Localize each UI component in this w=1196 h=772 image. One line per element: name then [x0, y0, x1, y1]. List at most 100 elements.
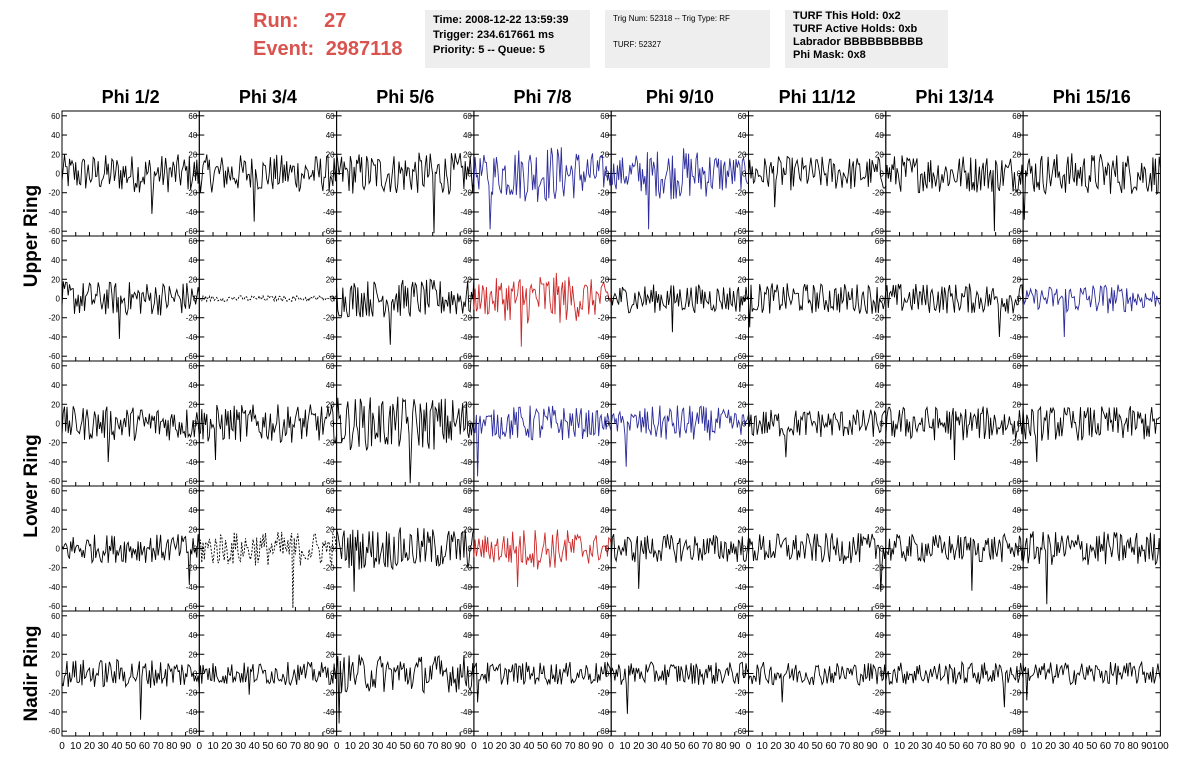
x-tick-label: 90 [317, 741, 329, 752]
y-tick-label: 60 [188, 112, 197, 121]
y-tick-label: 40 [875, 381, 884, 390]
y-tick-label: -60 [48, 727, 60, 736]
y-tick-label: 60 [463, 487, 472, 496]
x-tick-label: 0 [334, 741, 340, 752]
waveform-trace [748, 283, 887, 328]
y-tick-label: 20 [1012, 650, 1021, 659]
y-tick-label: -60 [872, 477, 884, 486]
y-tick-label: 0 [742, 420, 747, 429]
y-tick-label: 0 [56, 420, 61, 429]
y-tick-label: -20 [460, 189, 472, 198]
waveform-trace [336, 152, 475, 234]
y-tick-label: 40 [463, 631, 472, 640]
y-tick-label: 20 [738, 400, 747, 409]
y-tick-label: 20 [1012, 525, 1021, 534]
row-label: Nadir Ring [21, 625, 42, 721]
x-tick-label: 70 [976, 741, 988, 752]
y-tick-label: 60 [188, 487, 197, 496]
y-tick-label: 60 [600, 362, 609, 371]
y-tick-label: 40 [188, 256, 197, 265]
x-tick-label: 30 [98, 741, 110, 752]
y-tick-label: -20 [598, 689, 610, 698]
y-tick-label: 20 [738, 150, 747, 159]
y-tick-label: -60 [1010, 477, 1022, 486]
y-tick-label: 0 [879, 420, 884, 429]
y-tick-label: 20 [1012, 275, 1021, 284]
waveform-trace [885, 660, 1024, 708]
column-label: Phi 3/4 [239, 87, 297, 107]
x-tick-label: 0 [59, 741, 65, 752]
event-value: 2987118 [325, 38, 403, 60]
y-tick-label: -60 [48, 477, 60, 486]
y-tick-label: 40 [463, 131, 472, 140]
y-tick-label: 0 [330, 420, 335, 429]
y-tick-label: 20 [51, 275, 60, 284]
y-tick-label: -60 [1010, 352, 1022, 361]
waveform-trace [610, 148, 749, 230]
panel-frame [198, 610, 338, 737]
x-tick-label: 60 [139, 741, 151, 752]
y-tick-label: -20 [460, 689, 472, 698]
x-tick-label: 0 [746, 741, 752, 752]
y-tick-label: -60 [460, 727, 472, 736]
x-tick-label: 30 [647, 741, 659, 752]
x-tick-label: 60 [825, 741, 837, 752]
y-tick-label: 0 [879, 170, 884, 179]
y-tick-label: 60 [51, 362, 60, 371]
x-tick-label: 90 [592, 741, 604, 752]
y-tick-label: -60 [1010, 602, 1022, 611]
phi-mask-text: Phi Mask: 0x8 [793, 49, 866, 61]
x-tick-label: 90 [867, 741, 879, 752]
y-tick-label: -60 [735, 352, 747, 361]
y-tick-label: -60 [460, 477, 472, 486]
y-tick-label: 20 [326, 525, 335, 534]
y-tick-label: -40 [48, 708, 60, 717]
y-tick-label: 60 [1012, 612, 1021, 621]
waveform-trace [1022, 660, 1161, 701]
column-label: Phi 5/6 [376, 87, 434, 107]
y-tick-label: -20 [872, 189, 884, 198]
y-tick-label: -20 [48, 689, 60, 698]
y-tick-label: -40 [460, 458, 472, 467]
x-tick-label: 80 [715, 741, 727, 752]
y-tick-label: 20 [875, 650, 884, 659]
waveform-trace [473, 529, 612, 588]
panel-frame [336, 485, 475, 612]
y-tick-label: -60 [598, 227, 610, 236]
y-tick-label: 0 [742, 545, 747, 554]
y-tick-label: 0 [330, 295, 335, 304]
y-tick-label: 40 [463, 256, 472, 265]
y-tick-label: 0 [605, 420, 610, 429]
y-tick-label: -60 [48, 352, 60, 361]
x-tick-label: 50 [400, 741, 412, 752]
y-tick-label: 60 [1012, 112, 1021, 121]
waveform-trace [473, 661, 612, 703]
y-tick-label: 20 [188, 650, 197, 659]
waveform-trace [61, 406, 200, 463]
waveform-trace [336, 654, 475, 724]
x-tick-label: 100 [1152, 741, 1169, 752]
y-tick-label: -60 [735, 477, 747, 486]
y-tick-label: -40 [1010, 333, 1022, 342]
y-tick-label: -40 [323, 208, 335, 217]
y-tick-label: 40 [875, 131, 884, 140]
waveform-trace [473, 272, 612, 347]
x-tick-label: 0 [197, 741, 203, 752]
y-tick-label: 60 [463, 612, 472, 621]
x-tick-label: 70 [153, 741, 165, 752]
x-tick-label: 80 [578, 741, 590, 752]
y-tick-label: -40 [460, 708, 472, 717]
y-tick-label: 40 [326, 131, 335, 140]
y-tick-label: 40 [326, 631, 335, 640]
y-tick-label: -40 [186, 583, 198, 592]
x-tick-label: 50 [674, 741, 686, 752]
waveform-trace [748, 661, 887, 703]
panel-frame [473, 235, 612, 362]
y-tick-label: 60 [188, 612, 197, 621]
y-tick-label: -20 [48, 439, 60, 448]
y-tick-label: 40 [188, 506, 197, 515]
y-tick-label: -20 [323, 189, 335, 198]
y-tick-label: -60 [598, 602, 610, 611]
y-tick-label: 0 [56, 295, 61, 304]
y-tick-label: 60 [600, 487, 609, 496]
